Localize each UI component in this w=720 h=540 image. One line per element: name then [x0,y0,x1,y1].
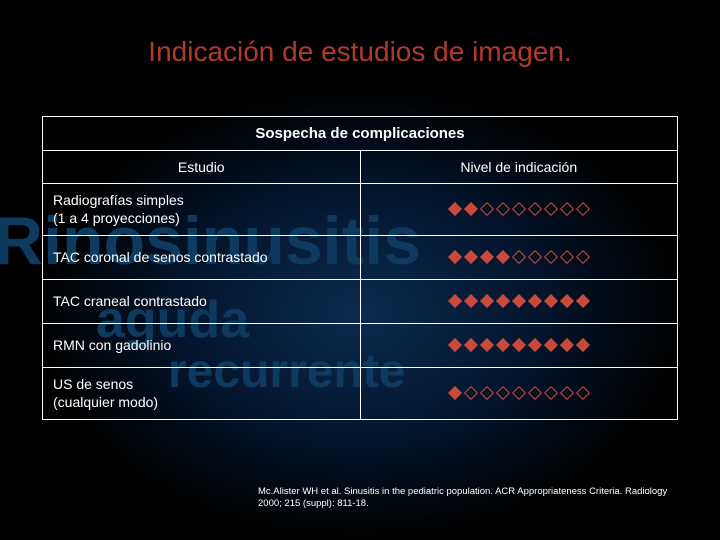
diamond-filled-icon [528,293,542,307]
diamond-empty-icon [496,385,510,399]
table-row: RMN con gadolinio [43,324,678,368]
citation-text: Mc.Alister WH et al. Sinusitis in the pe… [258,486,678,510]
diamond-empty-icon [464,385,478,399]
diamond-filled-icon [512,293,526,307]
diamond-filled-icon [448,249,462,263]
diamond-filled-icon [480,337,494,351]
diamond-empty-icon [560,249,574,263]
rating-cell [360,236,678,280]
table-header-top: Sospecha de complicaciones [43,117,678,151]
rating-cell [360,324,678,368]
diamond-filled-icon [480,293,494,307]
diamond-filled-icon [496,337,510,351]
diamond-empty-icon [544,201,558,215]
diamond-filled-icon [448,337,462,351]
diamond-empty-icon [576,385,590,399]
diamond-filled-icon [576,293,590,307]
diamond-empty-icon [480,385,494,399]
diamond-empty-icon [512,385,526,399]
diamond-empty-icon [496,201,510,215]
indication-table: Sospecha de complicaciones Estudio Nivel… [42,116,678,420]
diamond-filled-icon [464,293,478,307]
diamond-empty-icon [576,249,590,263]
table-row: Radiografías simples(1 a 4 proyecciones) [43,184,678,236]
diamond-filled-icon [448,293,462,307]
diamond-filled-icon [464,201,478,215]
rating-cell [360,184,678,236]
indication-table-wrap: Sospecha de complicaciones Estudio Nivel… [42,116,678,420]
diamond-filled-icon [512,337,526,351]
table-row: TAC coronal de senos contrastado [43,236,678,280]
diamond-filled-icon [480,249,494,263]
diamond-empty-icon [528,249,542,263]
table-row: TAC craneal contrastado [43,280,678,324]
study-cell: TAC craneal contrastado [43,280,361,324]
diamond-empty-icon [560,201,574,215]
table-row: US de senos(cualquier modo) [43,368,678,420]
rating-diamonds [450,388,588,398]
diamond-filled-icon [464,249,478,263]
diamond-empty-icon [512,249,526,263]
diamond-empty-icon [544,385,558,399]
slide-title: Indicación de estudios de imagen. [0,36,720,68]
diamond-filled-icon [560,337,574,351]
diamond-filled-icon [528,337,542,351]
diamond-filled-icon [448,201,462,215]
diamond-filled-icon [448,385,462,399]
rating-diamonds [450,204,588,214]
rating-diamonds [450,296,588,306]
rating-diamonds [450,340,588,350]
diamond-empty-icon [528,385,542,399]
study-cell: US de senos(cualquier modo) [43,368,361,420]
rating-diamonds [450,252,588,262]
diamond-filled-icon [576,337,590,351]
diamond-filled-icon [560,293,574,307]
diamond-filled-icon [496,249,510,263]
diamond-empty-icon [560,385,574,399]
diamond-empty-icon [528,201,542,215]
diamond-empty-icon [480,201,494,215]
diamond-empty-icon [544,249,558,263]
study-cell: TAC coronal de senos contrastado [43,236,361,280]
rating-cell [360,368,678,420]
diamond-filled-icon [544,293,558,307]
diamond-empty-icon [576,201,590,215]
diamond-filled-icon [496,293,510,307]
table-col-rating: Nivel de indicación [360,151,678,184]
diamond-filled-icon [544,337,558,351]
diamond-empty-icon [512,201,526,215]
study-cell: RMN con gadolinio [43,324,361,368]
diamond-filled-icon [464,337,478,351]
table-col-study: Estudio [43,151,361,184]
study-cell: Radiografías simples(1 a 4 proyecciones) [43,184,361,236]
rating-cell [360,280,678,324]
